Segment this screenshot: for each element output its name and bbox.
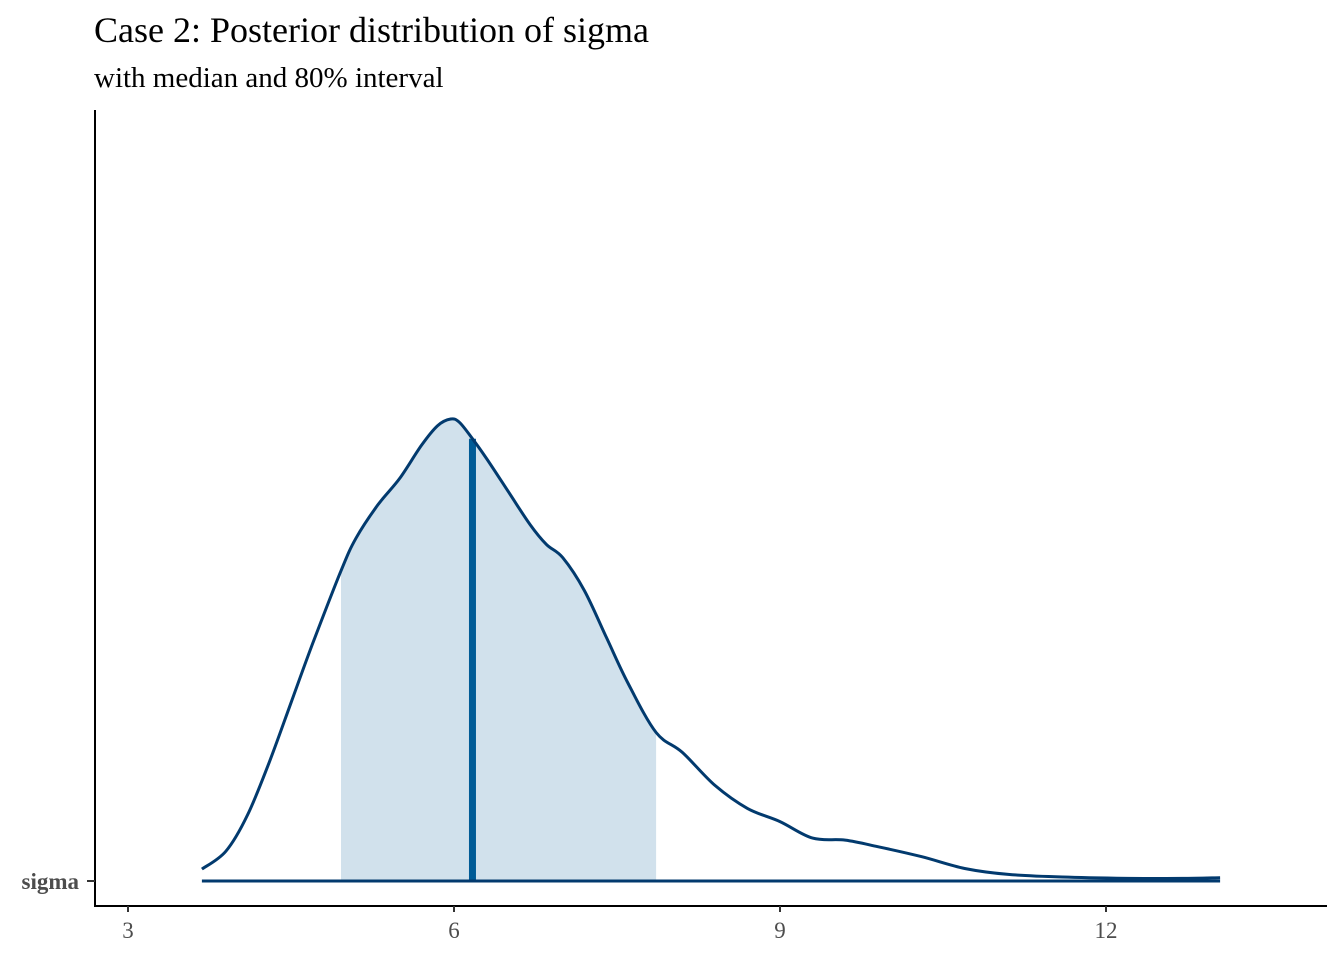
chart-subtitle: with median and 80% interval xyxy=(94,62,444,94)
chart-title: Case 2: Posterior distribution of sigma xyxy=(94,10,649,50)
y-tick-label: sigma xyxy=(22,869,80,894)
x-tick-label: 12 xyxy=(1095,918,1118,943)
density-curve xyxy=(201,417,1221,881)
plot-area: 3 6 9 12 sigma xyxy=(22,110,1327,943)
x-tick-label: 3 xyxy=(122,918,134,943)
interval-80-area xyxy=(341,418,657,881)
x-tick-label: 6 xyxy=(448,918,460,943)
x-tick-label: 9 xyxy=(774,918,786,943)
